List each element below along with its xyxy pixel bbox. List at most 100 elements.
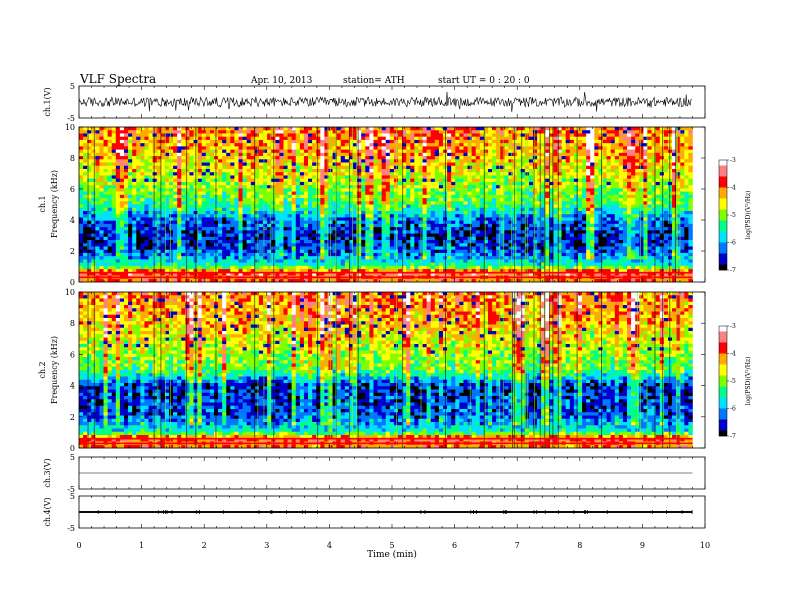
ch1-spectrogram-cell — [169, 175, 173, 179]
ch1-spectrogram-cell — [124, 182, 128, 186]
ch1-spectrogram-cell — [259, 150, 263, 154]
ch1-spectrogram-cell — [414, 153, 418, 157]
ch1-spectrogram-cell — [631, 175, 635, 179]
ch1-spectrogram-cell — [206, 146, 210, 150]
ch1-spectrogram-cell — [173, 140, 177, 144]
ch1-spectrogram-cell — [292, 208, 296, 212]
ch1-spectrogram-cell — [157, 182, 161, 186]
ch1-spectrogram-cell — [447, 169, 451, 173]
ch1-spectrogram-cell — [566, 201, 570, 205]
ch1-spectrogram-cell — [378, 130, 382, 134]
ch1-spectrogram-cell — [361, 205, 365, 209]
ch1-spectrogram-cell — [185, 214, 189, 218]
ch1-spectrogram-cell — [361, 156, 365, 160]
ch1-spectrogram-cell — [234, 156, 238, 160]
ch1-spectrogram-cell — [627, 133, 631, 137]
ch1-spectrogram-cell — [345, 166, 349, 170]
ch1-spectrogram-cell — [570, 175, 574, 179]
ch1-spectrogram-cell — [611, 195, 615, 199]
ch1-spectrogram-cell — [598, 143, 602, 147]
ch1-spectrogram-cell — [431, 133, 435, 137]
ch1-spectrogram-cell — [647, 175, 651, 179]
ch1-spectrogram-cell — [570, 195, 574, 199]
ch1-spectrogram-cell — [79, 185, 83, 189]
ch1-spectrogram-cell — [598, 227, 602, 231]
ch1-spectrogram-cell — [537, 214, 541, 218]
ch1-spectrogram-cell — [635, 137, 639, 141]
ch1-spectrogram-cell — [140, 169, 144, 173]
ch1-spectrogram-cell — [423, 217, 427, 221]
ch1-spectrogram-cell — [365, 224, 369, 228]
ch1-spectrogram-cell — [435, 201, 439, 205]
ch1-spectrogram-cell — [198, 137, 202, 141]
ch1-spectrogram-cell — [181, 217, 185, 221]
ch1-spectrogram-cell — [243, 133, 247, 137]
ch1-spectrogram-cell — [304, 224, 308, 228]
ch1-spectrogram-cell — [345, 198, 349, 202]
ch1-spectrogram-cell — [259, 130, 263, 134]
ch1-spectrogram-cell — [615, 175, 619, 179]
ch1-spectrogram-cell — [247, 205, 251, 209]
ch1-spectrogram-cell — [496, 137, 500, 141]
ch1-spectrogram-cell — [390, 146, 394, 150]
ch1-spectrogram-cell — [312, 130, 316, 134]
ch1-spectrogram-cell — [304, 208, 308, 212]
ch1-spectrogram-cell — [292, 179, 296, 183]
ch1-spectrogram-cell — [459, 195, 463, 199]
ch1-spectrogram-cell — [427, 211, 431, 215]
ch1-spectrogram-cell — [202, 127, 206, 131]
ch1-spectrogram-cell — [529, 169, 533, 173]
ch1-spectrogram-cell — [296, 198, 300, 202]
ch1-spectrogram-cell — [316, 195, 320, 199]
ch1-spectrogram-cell — [169, 156, 173, 160]
ch1-spectrogram-cell — [144, 188, 148, 192]
ch1-spectrogram-cell — [189, 192, 193, 196]
ch1-spectrogram-cell — [500, 217, 504, 221]
ch1-spectrogram-cell — [283, 182, 287, 186]
ch1-spectrogram-cell — [476, 211, 480, 215]
ch1-spectrogram-cell — [521, 127, 525, 131]
ch1-spectrogram-cell — [95, 143, 99, 147]
ch1-spectrogram-cell — [275, 192, 279, 196]
ch1-spectrogram-cell — [222, 192, 226, 196]
ch1-spectrogram-cell — [365, 166, 369, 170]
ch1-spectrogram-cell — [132, 182, 136, 186]
ch1-spectrogram-cell — [243, 217, 247, 221]
ch1-spectrogram-cell — [598, 153, 602, 157]
ch1-spectrogram-cell — [594, 195, 598, 199]
ch1-spectrogram-cell — [386, 146, 390, 150]
ch1-spectrogram-cell — [431, 156, 435, 160]
ch1-spectrogram-cell — [431, 182, 435, 186]
ch1-spectrogram-cell — [582, 192, 586, 196]
ch1-spectrogram-cell — [603, 130, 607, 134]
ch1-spectrogram-cell — [480, 221, 484, 225]
ch1-spectrogram-cell — [292, 188, 296, 192]
ch1-spectrogram-cell — [99, 156, 103, 160]
ch1-spectrogram-cell — [476, 137, 480, 141]
ch1-spectrogram-cell — [361, 130, 365, 134]
ch1-spectrogram-cell — [288, 172, 292, 176]
ch1-spectrogram-cell — [304, 201, 308, 205]
ch1-spectrogram-cell — [378, 150, 382, 154]
ch1-spectrogram-cell — [120, 217, 124, 221]
ch1-spectrogram-cell — [398, 198, 402, 202]
ch1-spectrogram-cell — [603, 214, 607, 218]
ch1-spectrogram-cell — [202, 133, 206, 137]
ch1-spectrogram-cell — [234, 166, 238, 170]
ch1-spectrogram-cell — [431, 175, 435, 179]
ch1-spectrogram-cell — [398, 179, 402, 183]
ch1-spectrogram-cell — [341, 127, 345, 131]
ch1-spectrogram-cell — [185, 150, 189, 154]
ch1-spectrogram-cell — [185, 175, 189, 179]
ch1-spectrogram-cell — [406, 137, 410, 141]
ch1-spectrogram-cell — [259, 159, 263, 163]
ch1-spectrogram-cell — [463, 130, 467, 134]
ch1-spectrogram-cell — [361, 175, 365, 179]
ch1-spectrogram-cell — [574, 205, 578, 209]
ch1-spectrogram-cell — [680, 217, 684, 221]
ch1-spectrogram-cell — [378, 221, 382, 225]
ch1-spectrogram-cell — [283, 211, 287, 215]
ch1-spectrogram-cell — [463, 217, 467, 221]
ch1-spectrogram-cell — [185, 137, 189, 141]
ch1-spectrogram-cell — [451, 156, 455, 160]
